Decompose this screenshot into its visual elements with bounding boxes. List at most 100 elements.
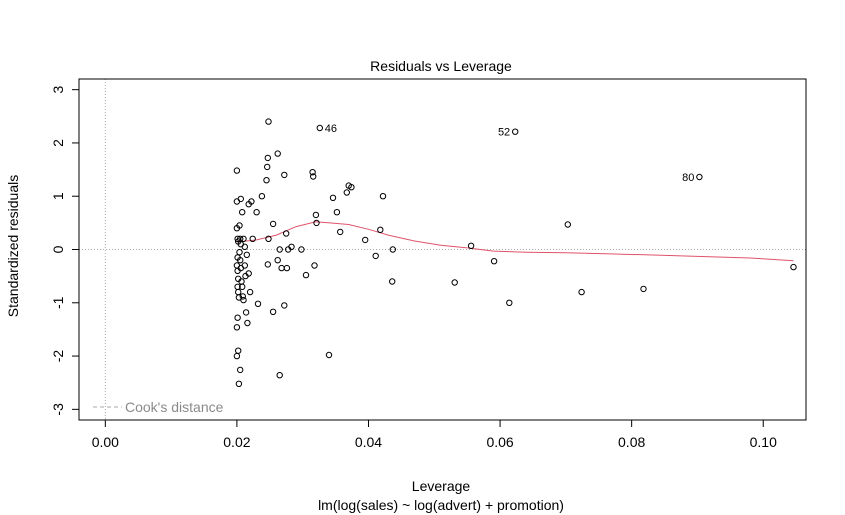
chart-title: Residuals vs Leverage xyxy=(370,58,512,74)
data-point xyxy=(333,209,341,216)
data-point xyxy=(298,246,305,253)
data-point xyxy=(343,189,350,196)
data-point xyxy=(274,150,281,157)
legend-label: Cook's distance xyxy=(125,399,224,415)
data-point xyxy=(264,163,271,171)
y-tick-label: -3 xyxy=(50,403,66,416)
data-point xyxy=(372,252,379,260)
data-point xyxy=(237,195,245,203)
data-point xyxy=(264,154,271,162)
data-point xyxy=(233,324,241,331)
points-layer xyxy=(233,118,797,387)
data-point xyxy=(696,173,703,181)
data-point xyxy=(790,263,797,271)
data-point xyxy=(512,128,519,135)
x-tick-label: 0.02 xyxy=(223,434,250,450)
data-point xyxy=(329,194,337,202)
data-point xyxy=(240,296,247,304)
x-axis-label: Leverage xyxy=(412,478,471,494)
x-tick-label: 0.10 xyxy=(750,434,777,450)
y-tick-label: -2 xyxy=(50,350,66,363)
data-point xyxy=(248,198,255,205)
data-point xyxy=(302,271,310,279)
data-point xyxy=(265,118,272,125)
data-point xyxy=(235,347,242,354)
data-point xyxy=(244,319,251,327)
data-point xyxy=(276,372,283,379)
data-point xyxy=(379,193,387,200)
data-point xyxy=(451,279,458,286)
data-point xyxy=(263,177,270,184)
data-point xyxy=(281,302,288,309)
data-point xyxy=(325,351,333,359)
data-point xyxy=(276,246,283,253)
data-point xyxy=(311,262,318,269)
data-point xyxy=(278,264,285,272)
data-point xyxy=(241,243,249,251)
data-point xyxy=(242,309,250,316)
data-point xyxy=(243,251,251,259)
x-tick-label: 0.08 xyxy=(618,434,645,450)
data-point xyxy=(253,209,260,216)
data-point xyxy=(236,249,243,256)
y-tick-label: -1 xyxy=(50,296,66,309)
point-labels-layer: 46 52 80 xyxy=(325,123,695,184)
y-tick-label: 2 xyxy=(50,139,66,147)
data-point xyxy=(245,270,252,277)
y-tick-label: 3 xyxy=(50,86,66,94)
x-tick-label: 0.06 xyxy=(486,434,513,450)
data-point xyxy=(233,262,241,269)
data-point xyxy=(254,300,262,307)
data-point xyxy=(283,264,291,272)
data-point xyxy=(269,308,277,315)
x-axis: 0.00 0.02 0.04 0.06 0.08 0.10 xyxy=(92,419,777,450)
reference-lines xyxy=(79,79,806,420)
data-point xyxy=(578,288,585,296)
data-point xyxy=(316,124,323,132)
data-point xyxy=(377,226,384,234)
data-point xyxy=(236,222,243,229)
data-point xyxy=(246,288,254,296)
data-point xyxy=(389,278,396,285)
y-tick-label: 1 xyxy=(50,192,66,200)
data-point xyxy=(235,380,243,387)
data-point xyxy=(309,169,316,176)
y-tick-label: 0 xyxy=(50,245,66,253)
x-tick-label: 0.00 xyxy=(92,434,119,450)
data-point xyxy=(233,352,241,360)
x-tick-label: 0.04 xyxy=(355,434,382,450)
data-point xyxy=(249,235,256,243)
data-point xyxy=(269,220,277,228)
data-point xyxy=(235,294,243,301)
data-point xyxy=(274,257,281,264)
data-point xyxy=(258,193,266,200)
data-point xyxy=(312,211,320,219)
data-point xyxy=(237,366,244,374)
data-point xyxy=(389,246,396,253)
data-point xyxy=(235,288,242,296)
data-point xyxy=(288,243,295,251)
chart-subtitle: lm(log(sales) ~ log(advert) + promotion) xyxy=(318,497,564,513)
data-point xyxy=(348,184,355,191)
smoother-layer xyxy=(236,221,794,262)
data-point xyxy=(337,228,344,236)
data-point xyxy=(313,219,320,227)
data-point xyxy=(362,236,369,244)
point-label: 52 xyxy=(498,127,510,139)
y-axis: -3 -2 -1 0 1 2 3 xyxy=(50,86,80,416)
data-point xyxy=(233,167,241,174)
data-point xyxy=(234,314,241,321)
data-point xyxy=(283,230,290,237)
data-point xyxy=(241,262,249,269)
point-label: 80 xyxy=(682,172,694,184)
point-label: 46 xyxy=(325,123,337,135)
data-point xyxy=(506,299,513,306)
data-point xyxy=(467,242,475,250)
data-point xyxy=(310,173,317,180)
data-point xyxy=(239,209,246,216)
data-point xyxy=(233,198,241,205)
data-point xyxy=(239,283,246,290)
data-point xyxy=(264,261,271,268)
data-point xyxy=(490,258,498,265)
